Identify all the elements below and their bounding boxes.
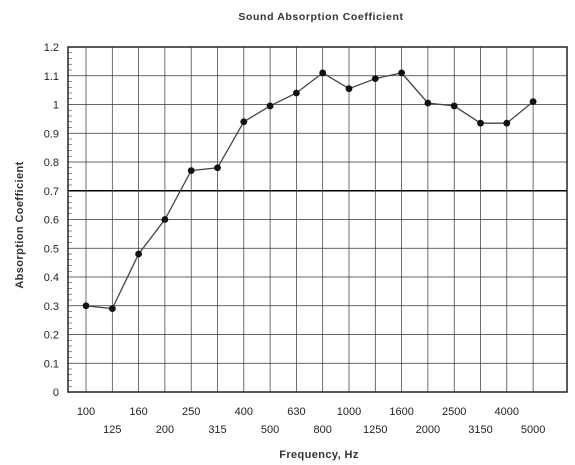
y-tick-label: 1.2: [44, 42, 59, 54]
x-tick-labels: 100 125 160 200 250 315 400 500 630 800 1000125016…: [77, 406, 546, 436]
x-tick-label: 2000: [416, 424, 440, 436]
x-tick-label: 160: [129, 406, 147, 418]
data-point: [424, 99, 432, 107]
x-tick-label: 5000: [521, 424, 545, 436]
x-tick-label: 1600: [389, 406, 413, 418]
data-point: [529, 98, 537, 106]
data-point: [503, 119, 511, 127]
data-point: [345, 85, 353, 93]
data-point: [398, 69, 405, 77]
data-point: [161, 216, 169, 223]
x-axis-title: Frequency, Hz: [279, 449, 359, 461]
x-tick-label: 3150: [468, 424, 492, 436]
x-tick-label: 400: [235, 406, 253, 418]
x-tick-label: 4000: [495, 406, 519, 418]
y-tick-label: 0.9: [44, 128, 59, 140]
data-point: [187, 167, 195, 175]
y-tick-label: 0.4: [44, 272, 59, 284]
x-tick-label: 250: [182, 406, 200, 418]
x-tick-label: 1250: [363, 424, 387, 436]
data-point: [319, 69, 327, 77]
data-point: [135, 250, 143, 258]
y-tick-label: 0.5: [44, 243, 59, 255]
y-tick-labels: 0 0.1 0.2 0.3 0.4 0.5 0.6 0.7 0.8 0.9 1 1.1 1.2: [44, 42, 59, 399]
data-point: [214, 164, 221, 172]
x-tick-label: 100: [77, 406, 95, 418]
y-tick-label: 1: [53, 100, 59, 112]
y-tick-label: 0.7: [44, 186, 59, 198]
x-tick-label: 1000: [337, 406, 361, 418]
x-tick-label: 630: [287, 406, 305, 418]
y-tick-label: 0.3: [44, 301, 59, 313]
x-tick-label: 125: [103, 424, 121, 436]
y-tick-label: 0.6: [44, 215, 59, 227]
data-series: [82, 69, 537, 313]
x-tick-label: 2500: [442, 406, 466, 418]
y-tick-label: 0.2: [44, 330, 59, 342]
data-point: [293, 89, 300, 97]
data-point: [266, 102, 274, 110]
x-tick-label: 315: [208, 424, 226, 436]
data-point: [240, 118, 248, 126]
data-point: [371, 75, 379, 83]
y-tick-label: 1.1: [44, 71, 59, 83]
x-tick-label: 800: [314, 424, 332, 436]
data-point: [450, 102, 458, 110]
series-line: [85, 72, 534, 310]
grid: [68, 46, 567, 393]
chart-title: Sound Absorption Coefficient: [238, 11, 403, 23]
y-tick-label: 0: [53, 387, 59, 399]
x-tick-label: 200: [156, 424, 174, 436]
y-tick-label: 0.8: [44, 157, 59, 169]
plot-border: [67, 46, 568, 393]
data-point: [108, 305, 116, 313]
y-axis-title: Absorption Coefficient: [14, 161, 26, 288]
data-point: [82, 302, 90, 310]
y-tick-label: 0.1: [44, 358, 59, 370]
x-tick-label: 500: [261, 424, 279, 436]
data-point: [477, 119, 484, 127]
